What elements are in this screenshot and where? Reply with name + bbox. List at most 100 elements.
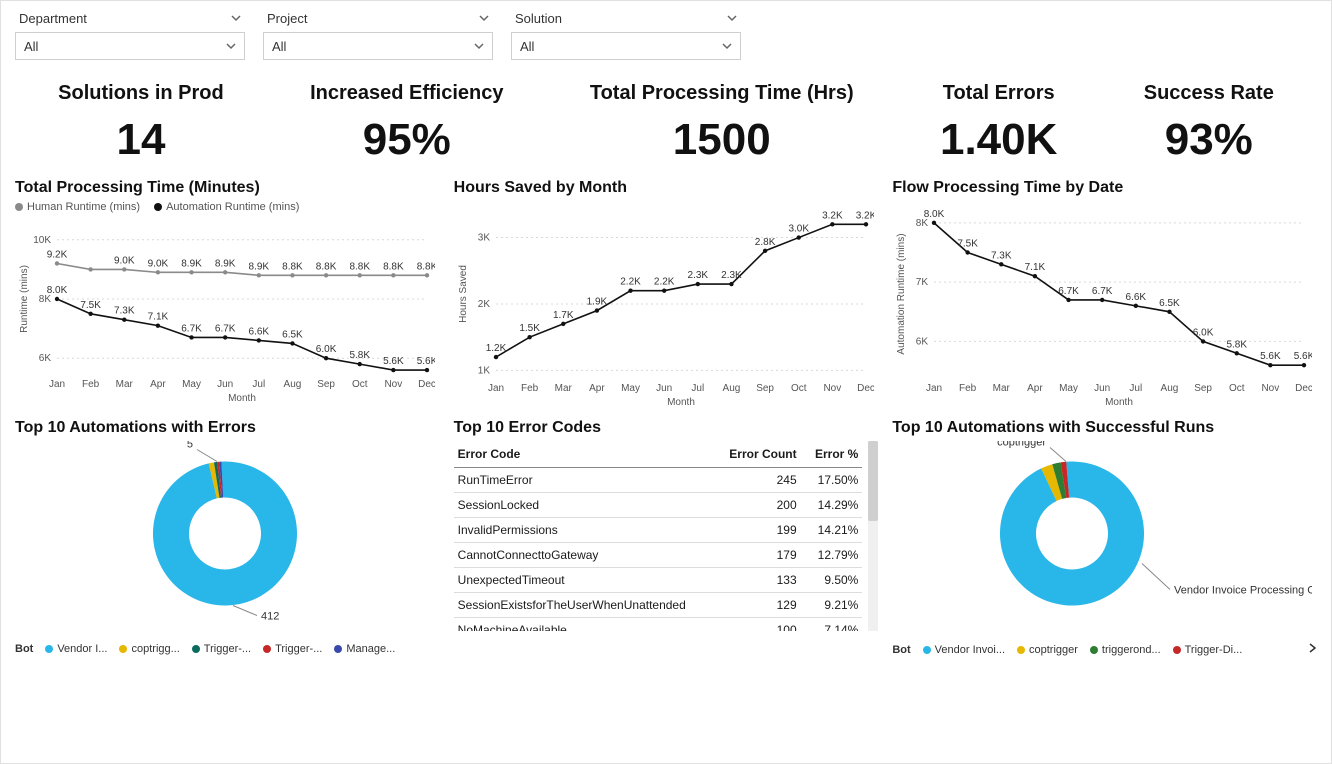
svg-text:Jun: Jun bbox=[656, 383, 672, 394]
svg-text:8.0K: 8.0K bbox=[47, 285, 68, 296]
filter-project-select[interactable]: All bbox=[263, 32, 493, 60]
svg-text:6.5K: 6.5K bbox=[282, 329, 303, 340]
legend-next-icon[interactable] bbox=[1309, 643, 1317, 656]
filter-department: Department All bbox=[15, 9, 245, 60]
svg-text:1K: 1K bbox=[477, 365, 490, 376]
table-row[interactable]: SessionLocked20014.29% bbox=[454, 493, 863, 518]
legend-dot-icon bbox=[154, 203, 162, 211]
legend-dot-icon bbox=[15, 203, 23, 211]
svg-text:6.5K: 6.5K bbox=[1160, 298, 1181, 309]
scrollbar-thumb[interactable] bbox=[868, 441, 878, 521]
legend-item[interactable]: coptrigger bbox=[1017, 644, 1078, 656]
svg-text:Sep: Sep bbox=[756, 383, 774, 394]
legend-item[interactable]: Vendor Invoi... bbox=[923, 644, 1005, 656]
svg-text:Oct: Oct bbox=[791, 383, 807, 394]
svg-text:9.2K: 9.2K bbox=[47, 249, 68, 260]
svg-text:Sep: Sep bbox=[317, 379, 335, 390]
table-row[interactable]: InvalidPermissions19914.21% bbox=[454, 518, 863, 543]
table-row[interactable]: RunTimeError24517.50% bbox=[454, 468, 863, 493]
svg-text:Feb: Feb bbox=[521, 383, 539, 394]
kpi-success-value: 93% bbox=[1144, 115, 1274, 165]
svg-text:Dec: Dec bbox=[857, 383, 874, 394]
svg-text:1.9K: 1.9K bbox=[586, 297, 607, 308]
error-table-card: Top 10 Error Codes Error Code Error Coun… bbox=[454, 419, 879, 656]
table-row[interactable]: NoMachineAvailable1007.14% bbox=[454, 618, 863, 632]
donut1-legend-head: Bot bbox=[15, 643, 33, 655]
donut1-legend: Bot Vendor I... coptrigg... Trigger-... … bbox=[15, 643, 440, 655]
kpi-solutions: Solutions in Prod 14 bbox=[58, 82, 224, 165]
kpi-errors-title: Total Errors bbox=[940, 82, 1057, 105]
kpi-efficiency: Increased Efficiency 95% bbox=[310, 82, 503, 165]
svg-text:Aug: Aug bbox=[722, 383, 740, 394]
filter-solution-select[interactable]: All bbox=[511, 32, 741, 60]
svg-text:Month: Month bbox=[1105, 397, 1133, 408]
svg-text:5.6K: 5.6K bbox=[1294, 351, 1312, 362]
svg-text:6.6K: 6.6K bbox=[249, 326, 270, 337]
legend-item[interactable]: Manage... bbox=[334, 643, 395, 655]
chart-flow-processing: Flow Processing Time by Date 6K7K8K8.0K7… bbox=[892, 179, 1317, 409]
filter-department-header[interactable]: Department bbox=[15, 9, 245, 28]
svg-text:Hours Saved: Hours Saved bbox=[458, 265, 469, 323]
chart3-title: Flow Processing Time by Date bbox=[892, 179, 1317, 197]
svg-text:coptrigger: coptrigger bbox=[997, 441, 1046, 449]
filter-department-label: Department bbox=[19, 11, 87, 26]
chart2-svg[interactable]: 1K2K3K1.2K1.5K1.7K1.9K2.2K2.2K2.3K2.3K2.… bbox=[454, 201, 874, 409]
legend-item[interactable]: Trigger-... bbox=[263, 643, 322, 655]
svg-text:2.2K: 2.2K bbox=[620, 277, 641, 288]
kpi-processing-title: Total Processing Time (Hrs) bbox=[590, 82, 854, 105]
donut2-svg[interactable]: Vendor Invoice Processing Cl...coptrigge… bbox=[892, 441, 1312, 636]
svg-text:5.6K: 5.6K bbox=[417, 356, 435, 367]
svg-text:5: 5 bbox=[187, 441, 193, 451]
filter-project-header[interactable]: Project bbox=[263, 9, 493, 28]
chevron-down-icon bbox=[231, 11, 241, 26]
svg-text:8.8K: 8.8K bbox=[316, 261, 337, 272]
donut2-legend: Bot Vendor Invoi... coptrigger triggeron… bbox=[892, 643, 1317, 656]
svg-text:Dec: Dec bbox=[418, 379, 435, 390]
svg-text:7.5K: 7.5K bbox=[958, 239, 979, 250]
donut1-svg[interactable]: 5412 bbox=[15, 441, 435, 636]
svg-text:Oct: Oct bbox=[1229, 383, 1245, 394]
chart1-svg[interactable]: 6K8K10K9.2K9.0K9.0K8.9K8.9K8.9K8.8K8.8K8… bbox=[15, 215, 435, 405]
svg-text:7.1K: 7.1K bbox=[1025, 262, 1046, 273]
svg-text:8.8K: 8.8K bbox=[282, 261, 303, 272]
legend-item[interactable]: Trigger-Di... bbox=[1173, 644, 1243, 656]
table-row[interactable]: CannotConnecttoGateway17912.79% bbox=[454, 543, 863, 568]
svg-text:7.3K: 7.3K bbox=[991, 250, 1012, 261]
svg-text:Jul: Jul bbox=[252, 379, 265, 390]
legend-item[interactable]: Vendor I... bbox=[45, 643, 107, 655]
table-row[interactable]: SessionExistsforTheUserWhenUnattended129… bbox=[454, 593, 863, 618]
svg-text:3.2K: 3.2K bbox=[855, 210, 873, 221]
legend-item[interactable]: coptrigg... bbox=[119, 643, 179, 655]
donut2-title: Top 10 Automations with Successful Runs bbox=[892, 419, 1317, 437]
table-col-errorpct[interactable]: Error % bbox=[801, 441, 863, 468]
chart3-svg[interactable]: 6K7K8K8.0K7.5K7.3K7.1K6.7K6.7K6.6K6.5K6.… bbox=[892, 201, 1312, 409]
kpi-solutions-value: 14 bbox=[58, 115, 224, 165]
legend-dot-icon bbox=[1173, 646, 1181, 654]
svg-text:2.3K: 2.3K bbox=[721, 270, 742, 281]
legend-item[interactable]: Trigger-... bbox=[192, 643, 251, 655]
filter-solution: Solution All bbox=[511, 9, 741, 60]
svg-text:8.0K: 8.0K bbox=[924, 209, 945, 220]
legend-dot-icon bbox=[1090, 646, 1098, 654]
table-col-errorcount[interactable]: Error Count bbox=[717, 441, 801, 468]
svg-text:Jul: Jul bbox=[1130, 383, 1143, 394]
svg-text:Sep: Sep bbox=[1195, 383, 1213, 394]
svg-text:6.6K: 6.6K bbox=[1126, 292, 1147, 303]
svg-text:1.5K: 1.5K bbox=[519, 323, 540, 334]
table-row[interactable]: UnexpectedTimeout1339.50% bbox=[454, 568, 863, 593]
svg-text:Mar: Mar bbox=[993, 383, 1011, 394]
filter-department-select[interactable]: All bbox=[15, 32, 245, 60]
legend-dot-icon bbox=[192, 645, 200, 653]
svg-text:9.0K: 9.0K bbox=[114, 255, 135, 266]
kpi-success-title: Success Rate bbox=[1144, 82, 1274, 105]
filter-solution-header[interactable]: Solution bbox=[511, 9, 741, 28]
table-col-errorcode[interactable]: Error Code bbox=[454, 441, 717, 468]
svg-text:Aug: Aug bbox=[1161, 383, 1179, 394]
scrollbar-track[interactable] bbox=[868, 441, 878, 631]
svg-text:2.8K: 2.8K bbox=[754, 237, 775, 248]
legend-item[interactable]: triggerond... bbox=[1090, 644, 1161, 656]
chart-processing-time: Total Processing Time (Minutes) Human Ru… bbox=[15, 179, 440, 409]
donut-errors-card: Top 10 Automations with Errors 5412 Bot … bbox=[15, 419, 440, 656]
svg-text:5.8K: 5.8K bbox=[1227, 339, 1248, 350]
svg-text:Apr: Apr bbox=[589, 383, 605, 394]
